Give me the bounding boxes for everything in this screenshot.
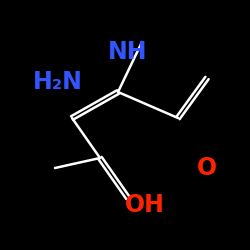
Text: H₂N: H₂N (33, 70, 83, 94)
Text: NH: NH (108, 40, 148, 64)
Text: O: O (197, 156, 217, 180)
Text: OH: OH (125, 193, 165, 217)
